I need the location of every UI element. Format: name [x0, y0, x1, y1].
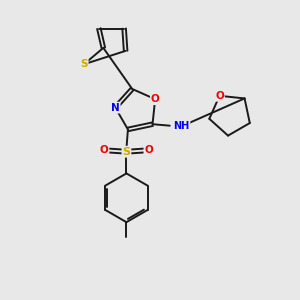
Text: O: O: [144, 145, 153, 155]
Text: N: N: [111, 103, 120, 112]
Text: O: O: [151, 94, 160, 104]
Text: O: O: [100, 145, 109, 155]
Text: O: O: [215, 91, 224, 101]
Text: NH: NH: [173, 121, 190, 131]
Text: S: S: [80, 59, 88, 69]
Text: S: S: [122, 147, 130, 157]
